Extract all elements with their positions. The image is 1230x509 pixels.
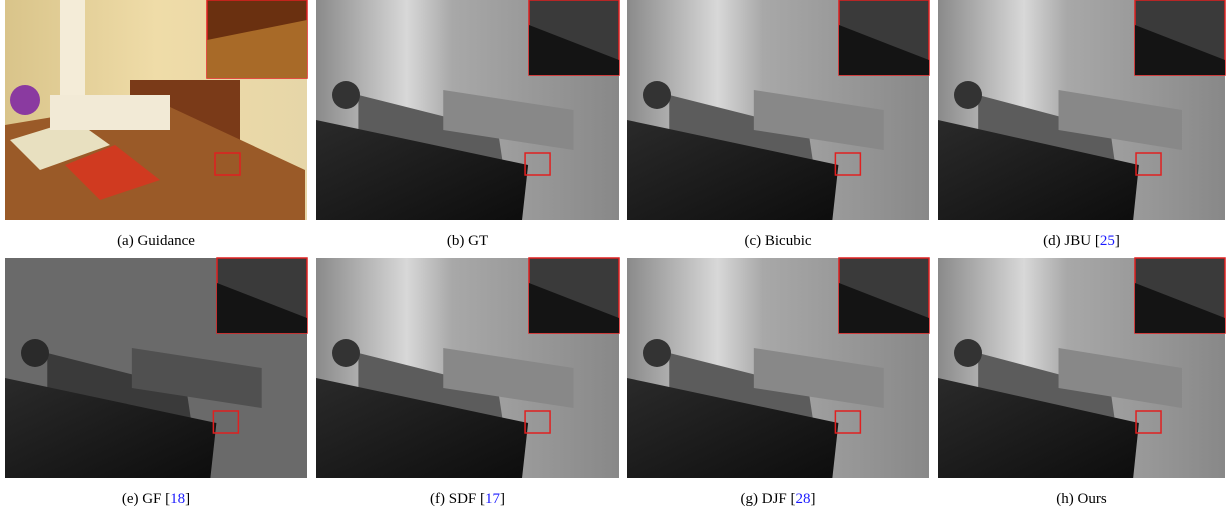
caption: (g) DJF [28] <box>741 491 816 507</box>
depth-plant <box>21 339 49 367</box>
caption-text: (e) GF [ <box>122 491 170 507</box>
caption: (b) GT <box>447 233 488 249</box>
depth-plant <box>643 81 671 109</box>
citation: 25 <box>1100 233 1115 249</box>
caption-text: ] <box>1115 233 1120 249</box>
caption: (c) Bicubic <box>744 233 811 249</box>
citation: 18 <box>170 491 185 507</box>
caption-text: (c) Bicubic <box>744 233 811 249</box>
caption: (e) GF [18] <box>122 491 190 507</box>
image-panel <box>938 258 1225 478</box>
photo-door <box>60 0 85 100</box>
image-panel <box>627 0 929 220</box>
image-panel <box>938 0 1225 220</box>
caption: (d) JBU [25] <box>1043 233 1120 249</box>
caption-text: ] <box>500 491 505 507</box>
caption-text: ] <box>185 491 190 507</box>
caption-text: (b) GT <box>447 233 488 249</box>
image-panel <box>5 258 307 478</box>
citation: 17 <box>485 491 501 507</box>
depth-plant <box>332 81 360 109</box>
caption-text: (h) Ours <box>1056 491 1107 507</box>
caption: (f) SDF [17] <box>430 491 505 507</box>
image-panel <box>627 258 929 478</box>
caption: (a) Guidance <box>117 233 195 249</box>
depth-plant <box>954 339 982 367</box>
image-panel <box>5 0 307 220</box>
caption-text: ] <box>811 491 816 507</box>
caption-text: (d) JBU [ <box>1043 233 1100 249</box>
figure: (a) Guidance (b) GT (c) Bicubic (d) JBU [25… <box>0 0 1230 509</box>
depth-plant <box>954 81 982 109</box>
depth-plant <box>643 339 671 367</box>
image-panel <box>316 0 619 220</box>
caption-text: (g) DJF [ <box>741 491 796 507</box>
depth-plant <box>332 339 360 367</box>
caption-text: (a) Guidance <box>117 233 195 249</box>
image-panel <box>316 258 619 478</box>
photo-flowers <box>10 85 40 115</box>
caption-text: (f) SDF [ <box>430 491 485 507</box>
photo-chair <box>50 95 170 130</box>
citation: 28 <box>796 491 811 507</box>
caption: (h) Ours <box>1056 491 1107 507</box>
